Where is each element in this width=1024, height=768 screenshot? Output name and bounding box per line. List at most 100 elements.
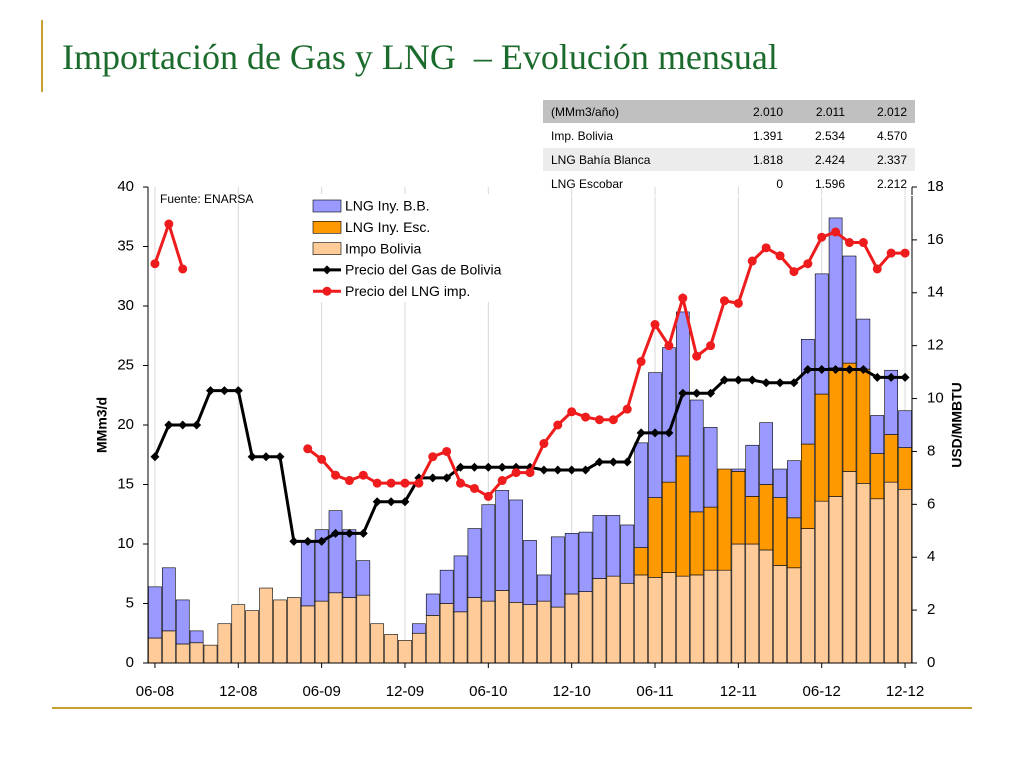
bar-segment (245, 610, 260, 664)
marker (678, 388, 688, 398)
bar-segment (231, 604, 246, 664)
bar-segment (787, 567, 801, 664)
marker (706, 341, 716, 351)
marker (525, 468, 535, 478)
marker (733, 298, 743, 308)
marker (678, 293, 688, 303)
bar-segment (828, 496, 843, 664)
marker (900, 248, 910, 258)
bar-segment (523, 540, 537, 605)
y2-tick-label: 6 (927, 495, 935, 512)
x-tick-label: 06-11 (636, 683, 673, 700)
legend-label: Precio del LNG imp. (345, 283, 470, 299)
bar-segment (342, 597, 357, 664)
bar-segment (773, 468, 787, 498)
marker (692, 388, 702, 398)
bar-segment (370, 623, 385, 664)
legend-label: Impo Bolivia (345, 240, 421, 256)
bar-segment (509, 602, 523, 664)
bar-segment (842, 255, 857, 364)
bar-segment (523, 604, 537, 664)
marker (317, 536, 327, 546)
marker (831, 227, 841, 237)
marker (247, 452, 257, 462)
y-tick-label: 20 (117, 416, 134, 433)
bar-segment (300, 541, 315, 607)
bar-segment (259, 587, 273, 664)
y-tick-label: 5 (126, 594, 134, 611)
marker (622, 457, 632, 467)
y2-axis-label: USD/MMBTU (949, 382, 965, 468)
bar-segment (814, 500, 829, 664)
bar-segment (578, 531, 593, 592)
y2-tick-label: 10 (927, 390, 944, 407)
marker (719, 375, 729, 385)
bar-segment (828, 217, 843, 369)
marker (469, 483, 479, 493)
bar-segment (800, 528, 815, 664)
cell: 2.012 (853, 100, 915, 124)
marker (858, 238, 868, 248)
bar-segment (731, 468, 746, 472)
bar-segment (814, 393, 829, 502)
y-tick-label: 0 (126, 654, 134, 671)
cell: 2.534 (791, 123, 853, 148)
marker (400, 478, 410, 488)
marker (428, 452, 438, 462)
bar-segment (148, 586, 162, 639)
marker (636, 428, 646, 438)
marker (775, 378, 785, 388)
marker (497, 476, 507, 486)
marker (178, 264, 188, 274)
bar-segment (203, 644, 218, 664)
marker (733, 375, 743, 385)
bar-segment (759, 549, 773, 664)
bar-segment (439, 603, 454, 664)
x-tick-label: 06-12 (803, 683, 841, 700)
x-tick-label: 12-11 (720, 683, 757, 700)
y2-tick-label: 14 (927, 284, 944, 301)
bar-segment (217, 623, 232, 664)
bar-segment (550, 536, 565, 608)
marker (553, 465, 563, 475)
bar-segment (481, 504, 496, 602)
marker (872, 372, 882, 382)
marker (622, 404, 632, 414)
marker (761, 243, 771, 253)
legend-swatch (312, 242, 342, 255)
marker (164, 420, 174, 430)
marker (872, 264, 882, 274)
legend-label: LNG Iny. B.B. (345, 198, 430, 214)
cell: 2.212 (853, 171, 915, 196)
bar-segment (467, 528, 482, 598)
marker (692, 351, 702, 361)
marker (539, 439, 549, 449)
bar-segment (356, 594, 371, 664)
bar-segment (592, 578, 607, 664)
marker (664, 341, 674, 351)
marker (442, 473, 452, 483)
bar-segment (884, 369, 898, 435)
marker (761, 378, 771, 388)
bar-segment (773, 497, 787, 566)
marker (775, 251, 785, 261)
bar-segment (300, 605, 315, 664)
bar-segment (537, 574, 551, 602)
bar-segment (675, 575, 690, 664)
bar-segment (175, 643, 190, 664)
bar-segment (412, 623, 426, 634)
x-tick-label: 06-09 (302, 683, 340, 700)
marker (650, 428, 660, 438)
accent-line (52, 707, 972, 709)
bar-segment (787, 460, 801, 519)
bar-segment (398, 640, 412, 664)
marker (219, 386, 229, 396)
marker (567, 407, 577, 417)
marker (483, 491, 493, 501)
bar-segment (509, 499, 523, 603)
marker (844, 238, 854, 248)
marker (664, 428, 674, 438)
y-tick-label: 40 (117, 178, 134, 195)
bar-segment (314, 529, 329, 602)
summary-table: (MMm3/año) 2.010 2.011 2.012 Imp. Bolivia 1.… (543, 100, 915, 196)
